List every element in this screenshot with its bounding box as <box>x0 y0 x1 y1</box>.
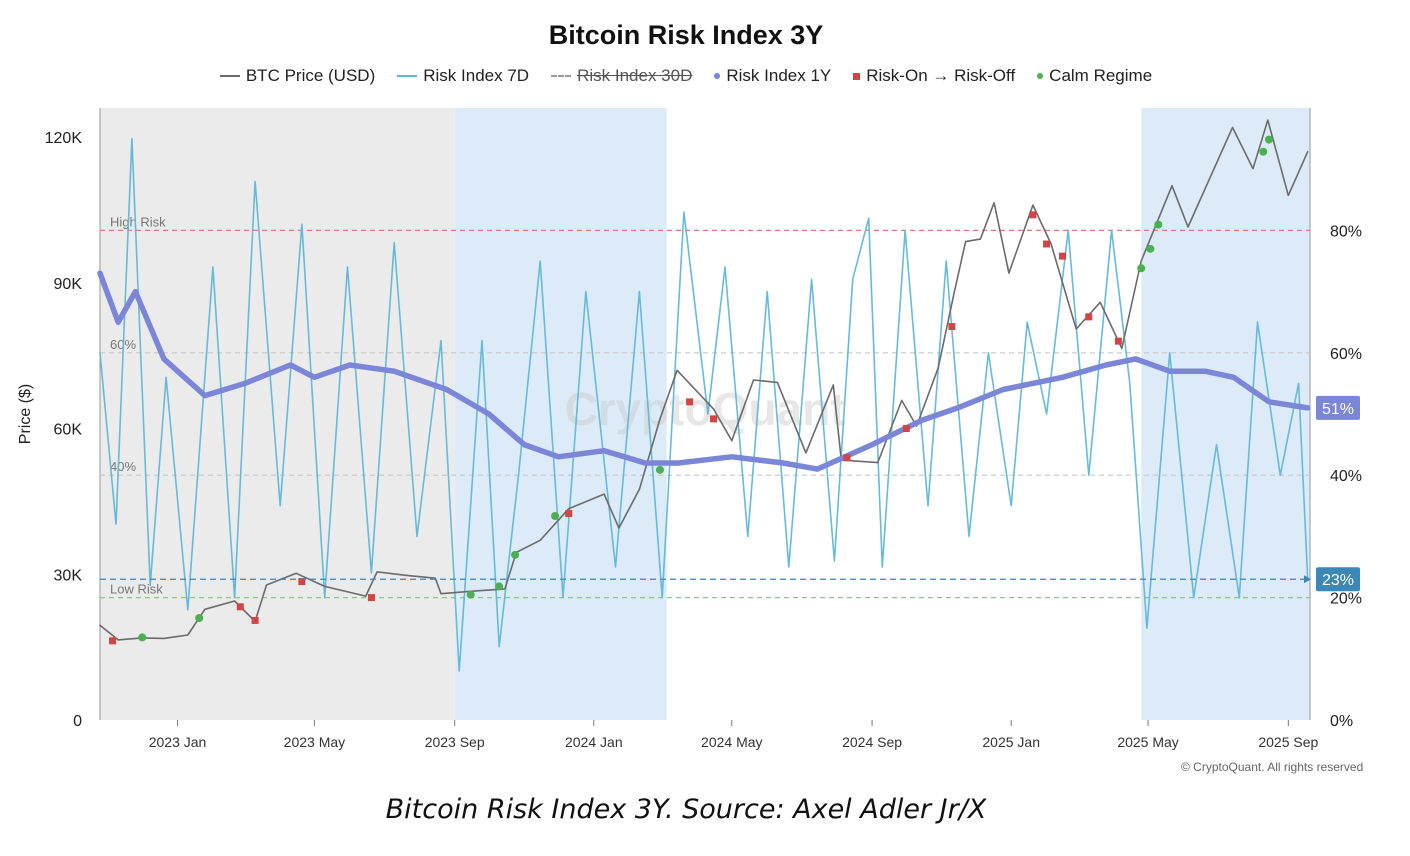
y-left-tick-4: 120K <box>45 130 83 147</box>
legend-swatch-ri1y <box>714 73 721 79</box>
riskoff-marker-12 <box>1043 240 1051 248</box>
x-tick-label-3: 2024 Jan <box>565 734 623 750</box>
regime-band-0 <box>100 108 455 720</box>
riskoff-marker-1 <box>236 603 244 611</box>
legend-label-ri30: Risk Index 30D <box>577 66 693 85</box>
current-label-ri1y: 51% <box>1322 401 1354 418</box>
figure-caption: Bitcoin Risk Index 3Y. Source: Axel Adle… <box>385 794 987 825</box>
legend-swatch-riskoff <box>853 72 861 80</box>
legend-item-ri7[interactable]: Risk Index 7D <box>397 66 529 86</box>
series-line-price <box>99 119 1309 641</box>
riskoff-marker-6 <box>686 398 694 406</box>
x-tick-label-5: 2024 Sep <box>842 734 902 750</box>
calm-marker-11 <box>1264 135 1273 144</box>
y-right-tick-2: 40% <box>1330 468 1362 485</box>
legend-swatch-ri7 <box>397 75 418 77</box>
calm-marker-5 <box>551 512 560 520</box>
riskoff-marker-10 <box>948 323 956 331</box>
chart-title: Bitcoin Risk Index 3Y <box>548 20 824 50</box>
legend-item-calm[interactable]: Calm Regime <box>1037 66 1152 86</box>
calm-marker-10 <box>1259 147 1268 156</box>
x-tick-label-4: 2024 May <box>701 734 762 750</box>
y-axis-left-label: Price ($) <box>17 384 34 444</box>
calm-marker-4 <box>511 550 520 559</box>
threshold-label-2: 40% <box>110 459 136 474</box>
threshold-label-3: Low Risk <box>110 582 163 597</box>
current-arrow-ri7 <box>1304 575 1311 584</box>
legend-label-ri7: Risk Index 7D <box>423 66 530 85</box>
calm-marker-2 <box>466 590 475 599</box>
riskoff-marker-4 <box>367 594 375 602</box>
legend-item-ri1y[interactable]: Risk Index 1Y <box>714 66 831 86</box>
riskoff-marker-7 <box>710 415 718 423</box>
riskoff-marker-0 <box>109 637 117 645</box>
x-tick-label-6: 2025 Jan <box>982 734 1040 750</box>
y-left-tick-0: 0 <box>73 713 82 730</box>
x-tick-label-8: 2025 Sep <box>1258 734 1318 750</box>
riskoff-marker-9 <box>902 425 910 433</box>
threshold-label-0: High Risk <box>110 214 166 229</box>
current-badge-ri7 <box>1316 567 1360 592</box>
regime-band-3 <box>1141 108 1310 720</box>
y-right-tick-3: 60% <box>1330 346 1362 363</box>
legend-label-ri1y: Risk Index 1Y <box>726 66 832 85</box>
series-line-ri1y <box>97 270 1311 472</box>
calm-marker-9 <box>1154 220 1163 229</box>
y-left-tick-3: 90K <box>54 276 83 293</box>
riskoff-marker-2 <box>251 616 259 624</box>
legend-item-ri30[interactable]: Risk Index 30D <box>551 66 692 86</box>
x-tick-label-2: 2023 Sep <box>425 734 485 750</box>
riskoff-marker-11 <box>1029 211 1037 219</box>
legend-label-price: BTC Price (USD) <box>245 66 376 85</box>
riskoff-marker-8 <box>843 454 851 462</box>
legend: BTC Price (USD) Risk Index 7D Risk Index 3… <box>0 66 1372 86</box>
y-right-tick-0: 0% <box>1330 713 1353 730</box>
legend-swatch-ri30 <box>551 75 572 77</box>
x-tick-label-7: 2025 May <box>1117 734 1178 750</box>
current-badge-ri1y <box>1316 395 1360 420</box>
calm-marker-0 <box>138 633 147 642</box>
riskoff-marker-14 <box>1085 313 1093 321</box>
legend-item-riskoff[interactable]: Risk-On → Risk-Off <box>853 66 1015 86</box>
calm-marker-6 <box>655 465 664 474</box>
legend-swatch-calm <box>1037 73 1044 79</box>
current-label-ri7: 23% <box>1322 572 1354 589</box>
y-left-tick-2: 60K <box>54 422 83 439</box>
legend-item-price[interactable]: BTC Price (USD) <box>219 66 376 86</box>
riskoff-marker-13 <box>1059 252 1067 260</box>
regime-band-2 <box>666 108 1142 720</box>
calm-marker-1 <box>195 614 204 622</box>
legend-label-calm: Calm Regime <box>1049 66 1153 85</box>
legend-swatch-price <box>219 75 240 77</box>
series-line-ri7 <box>99 137 1309 672</box>
calm-marker-8 <box>1146 244 1155 253</box>
calm-marker-3 <box>495 582 504 591</box>
x-tick-label-1: 2023 May <box>284 734 345 750</box>
y-right-tick-1: 20% <box>1330 591 1362 608</box>
y-right-tick-4: 80% <box>1330 223 1362 240</box>
riskoff-marker-15 <box>1114 337 1122 345</box>
x-tick-label-0: 2023 Jan <box>149 734 207 750</box>
riskoff-marker-3 <box>298 578 306 586</box>
legend-label-riskoff: Risk-On → Risk-Off <box>866 66 1016 85</box>
copyright-notice: © CryptoQuant. All rights reserved <box>1181 760 1364 774</box>
riskoff-marker-5 <box>565 510 573 518</box>
y-left-tick-1: 30K <box>54 567 83 584</box>
calm-marker-7 <box>1137 264 1146 273</box>
